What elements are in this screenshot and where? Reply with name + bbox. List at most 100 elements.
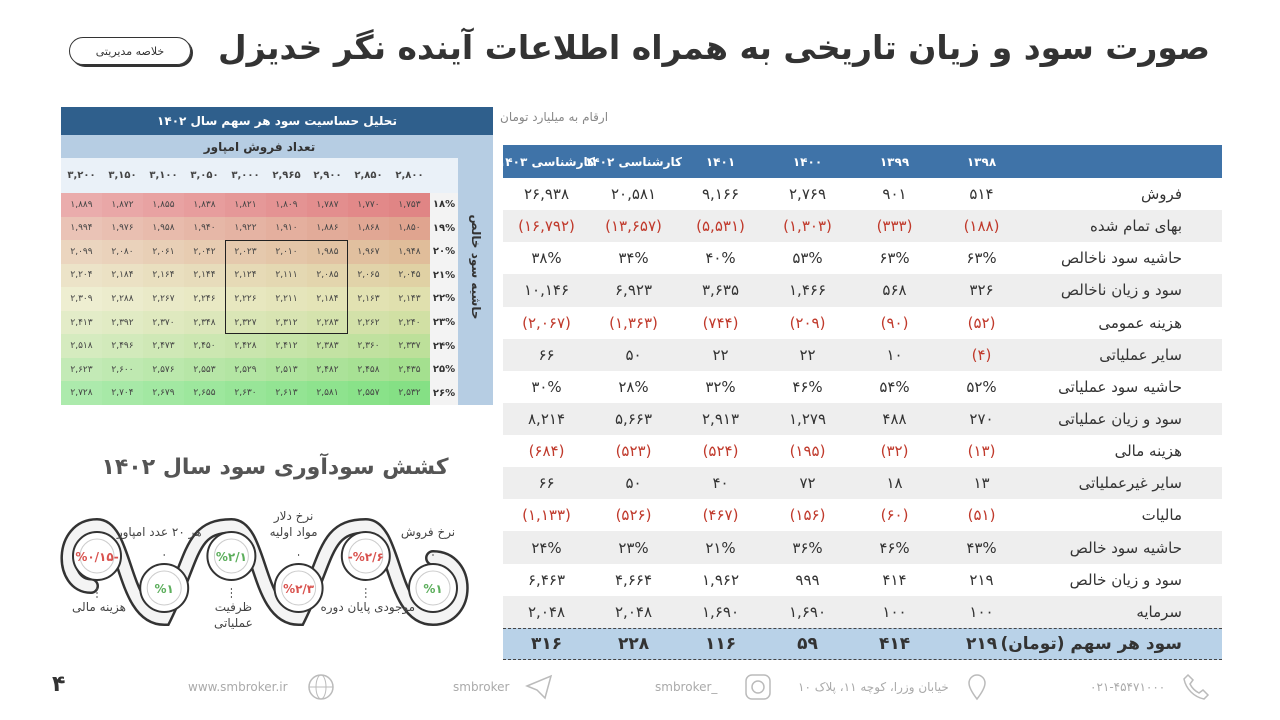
row-label: سرمایه: [1136, 602, 1182, 621]
row-label: ۲۶%: [430, 381, 458, 405]
cell-value: ۱,۸۷۲: [102, 193, 143, 217]
cell-value: ۱,۹۴۰: [184, 216, 225, 241]
unit-note: ارقام به میلیارد تومان: [500, 110, 609, 124]
column-value: ۳,۱۰۰: [149, 170, 178, 181]
column-value: ۳,۱۵۰: [108, 170, 137, 181]
cell-value: ۲,۵۱۳: [266, 357, 307, 382]
cell-value: ۳,۶۳۵: [702, 281, 739, 300]
cell-value: ۲,۵۵۳: [184, 357, 225, 382]
cell-value: ۱,۹۸۵: [307, 240, 348, 264]
globe-icon: [308, 674, 334, 700]
cell-value: ۲,۳۰۹: [61, 287, 102, 311]
row-label: ۲۰%: [430, 240, 458, 264]
cell-value: ۶۶: [538, 474, 555, 493]
table-row: [503, 467, 1222, 500]
driver-label: نرخ دلار: [273, 509, 314, 524]
cell-value: ۳۴%: [618, 249, 649, 268]
column-value: ۲,۸۰۰: [395, 170, 424, 181]
cell-value: ۲۴%: [531, 538, 562, 557]
row-label: هزینه مالی: [1114, 442, 1182, 461]
cell-value: ۷۲: [799, 474, 816, 493]
cell-value: ۲,۳۷۰: [143, 310, 184, 335]
cell-value: ۲,۱۴۴: [184, 263, 225, 288]
cell-value: ۱,۸۰۹: [266, 193, 307, 217]
cell-value: ۱,۷۵۳: [389, 193, 430, 217]
column-header: کارشناسی ۱۴۰۲: [584, 154, 682, 169]
cell-value: ۲۱۹: [969, 570, 994, 589]
cell-value: ۲,۱۲۴: [225, 263, 266, 288]
cell-value: ۱۳: [973, 474, 990, 493]
cell-value: ۲,۲۸۳: [307, 310, 348, 335]
cell-value: ۴۶%: [879, 538, 910, 557]
row-label: حاشیه سود عملیاتی: [1058, 377, 1182, 396]
cell-value: ۳۱۶: [530, 633, 563, 654]
cell-value: ۲,۰۹۹: [61, 240, 102, 264]
cell-value: ۲,۲۲۶: [225, 287, 266, 311]
cell-value: ۲,۳۶۰: [348, 334, 389, 358]
cell-value: ۵۴%: [879, 377, 910, 396]
cell-value: ۱۸: [886, 474, 903, 493]
cell-value: ۲,۴۹۶: [102, 334, 143, 358]
cell-value: ۲,۴۸۲: [307, 357, 348, 382]
cell-value: ۲,۳۱۲: [266, 310, 307, 335]
table-row: [503, 338, 1222, 371]
row-label: ۱۸%: [430, 193, 458, 217]
cell-value: ۱,۹۶۲: [702, 570, 739, 589]
driver-value: %۱: [423, 582, 442, 596]
cell-value: ۲۱%: [705, 538, 736, 557]
cell-value: ۱,۸۵۰: [389, 216, 430, 241]
driver-label: نرخ فروش: [401, 525, 455, 540]
driver-value: %۱: [155, 582, 174, 596]
row-label: سود و زیان عملیاتی: [1058, 409, 1182, 428]
cell-value: ۲,۲۴۶: [184, 287, 225, 311]
summary-button[interactable]: خلاصه مدیریتی: [69, 37, 191, 65]
row-label: سایر عملیاتی: [1099, 345, 1182, 364]
column-header: ۱۳۹۸: [966, 154, 997, 169]
instagram-icon: [745, 674, 771, 700]
cell-value: (۵,۵۳۱): [696, 217, 745, 236]
cell-value: ۱,۸۸۶: [307, 216, 348, 241]
cell-value: ۲,۱۴۳: [389, 287, 430, 311]
column-value: ۳,۰۵۰: [190, 170, 219, 181]
cell-value: ۱,۷۸۷: [307, 193, 348, 217]
cell-value: ۱,۷۷۰: [348, 193, 389, 217]
driver-label: هزینه مالی: [72, 600, 126, 615]
cell-value: ۲,۴۲۸: [225, 334, 266, 358]
cell-value: (۱۳,۶۵۷): [605, 217, 662, 236]
cell-value: ۲,۰۴۲: [184, 240, 225, 264]
telegram: smbroker: [453, 680, 510, 694]
cell-value: ۸,۲۱۴: [528, 409, 565, 428]
cell-value: (۱,۱۳۳): [522, 506, 571, 525]
cell-value: ۹۰۱: [882, 185, 907, 204]
cell-value: (۱,۳۶۳): [609, 313, 658, 332]
cell-value: ۲,۱۸۴: [307, 287, 348, 311]
driver-badge: [415, 570, 451, 606]
driver-value: %۲/۳: [283, 582, 315, 596]
cell-value: ۲,۴۵۰: [184, 334, 225, 358]
cell-value: ۲,۵۸۱: [307, 381, 348, 405]
cell-value: ۲,۱۶۳: [348, 287, 389, 311]
cell-value: ۲,۷۰۴: [102, 381, 143, 405]
cell-value: ۲۰,۵۸۱: [610, 185, 657, 204]
cell-value: ۳۲۶: [969, 281, 994, 300]
table-row: [503, 210, 1222, 243]
driver-value: %۲/۱: [216, 550, 247, 564]
column-header: ۱۴۰۱: [705, 154, 736, 169]
column-header: ۱۴۰۰: [792, 154, 823, 169]
header-row: [503, 145, 1222, 178]
cell-value: ۲,۳۹۲: [102, 310, 143, 335]
cell-value: ۲,۲۴۰: [389, 310, 430, 335]
cell-value: ۱۰: [886, 345, 903, 364]
row-label: سود هر سهم (تومان): [1000, 633, 1183, 654]
cell-value: ۲,۷۲۸: [61, 381, 102, 405]
cell-value: ۵۰: [625, 474, 642, 493]
cell-value: ۱,۹۶۷: [348, 240, 389, 264]
cell-value: ۲,۶۷۹: [143, 381, 184, 405]
cell-value: ۲,۶۱۳: [266, 381, 307, 405]
cell-value: (۵۱): [967, 506, 996, 525]
cell-value: ۱,۹۹۴: [61, 216, 102, 241]
cell-value: ۴۱۴: [878, 633, 911, 654]
cell-value: ۲,۷۶۹: [789, 185, 826, 204]
cell-value: ۴,۶۶۴: [615, 570, 652, 589]
row-label: هزینه عمومی: [1098, 313, 1182, 332]
